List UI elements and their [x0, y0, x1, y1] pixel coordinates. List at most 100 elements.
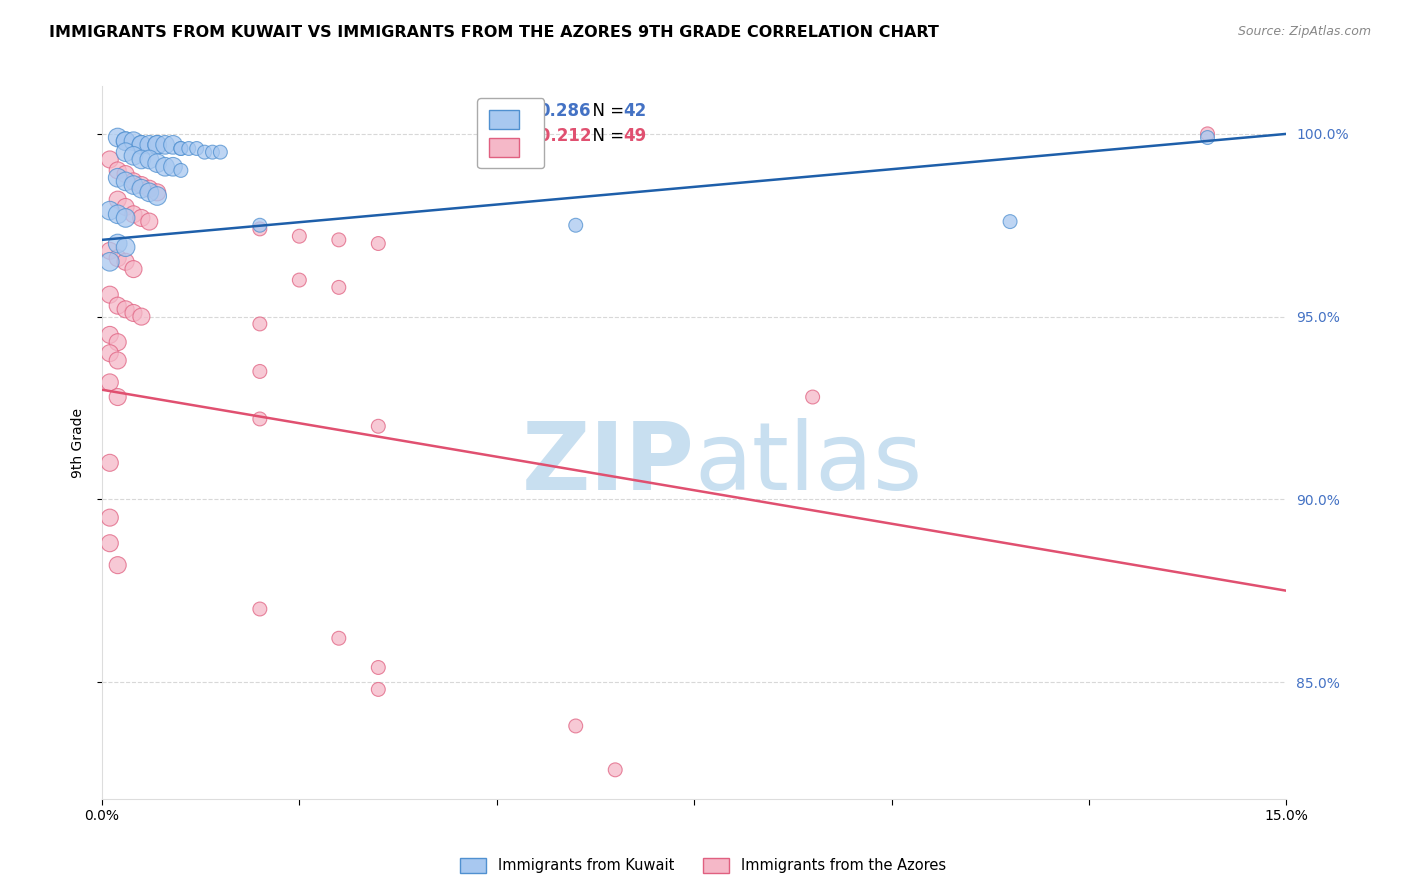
- Point: [170, 141, 193, 155]
- Point: [138, 153, 160, 167]
- Point: [1197, 127, 1219, 141]
- Point: [107, 163, 129, 178]
- Point: [162, 160, 184, 174]
- Point: [328, 233, 350, 247]
- Point: [288, 229, 311, 244]
- Point: [107, 130, 129, 145]
- Point: [146, 137, 169, 152]
- Point: [107, 207, 129, 221]
- Point: [249, 602, 271, 616]
- Point: [107, 335, 129, 350]
- Point: [98, 536, 121, 550]
- Text: Source: ZipAtlas.com: Source: ZipAtlas.com: [1237, 25, 1371, 38]
- Point: [328, 632, 350, 646]
- Legend: Immigrants from Kuwait, Immigrants from the Azores: Immigrants from Kuwait, Immigrants from …: [453, 850, 953, 880]
- Y-axis label: 9th Grade: 9th Grade: [72, 408, 86, 478]
- Point: [107, 390, 129, 404]
- Point: [114, 174, 136, 188]
- Point: [328, 280, 350, 294]
- Point: [998, 214, 1021, 228]
- Point: [114, 134, 136, 148]
- Point: [249, 412, 271, 426]
- Point: [122, 134, 145, 148]
- Point: [170, 163, 193, 178]
- Point: [107, 236, 129, 251]
- Point: [122, 262, 145, 277]
- Point: [201, 145, 224, 160]
- Point: [131, 137, 153, 152]
- Point: [122, 178, 145, 192]
- Point: [122, 207, 145, 221]
- Point: [153, 160, 176, 174]
- Text: ZIP: ZIP: [522, 418, 695, 510]
- Text: IMMIGRANTS FROM KUWAIT VS IMMIGRANTS FROM THE AZORES 9TH GRADE CORRELATION CHART: IMMIGRANTS FROM KUWAIT VS IMMIGRANTS FRO…: [49, 25, 939, 40]
- Point: [131, 178, 153, 192]
- Point: [249, 222, 271, 236]
- Point: [367, 660, 389, 674]
- Point: [114, 200, 136, 214]
- Text: N =: N =: [582, 128, 628, 145]
- Point: [367, 682, 389, 697]
- Point: [98, 203, 121, 218]
- Point: [801, 390, 824, 404]
- Point: [122, 174, 145, 188]
- Point: [138, 186, 160, 200]
- Point: [107, 299, 129, 313]
- Point: [162, 137, 184, 152]
- Point: [146, 186, 169, 200]
- Point: [114, 254, 136, 268]
- Point: [138, 214, 160, 228]
- Point: [146, 137, 169, 152]
- Point: [153, 137, 176, 152]
- Point: [138, 182, 160, 196]
- Point: [209, 145, 232, 160]
- Point: [131, 137, 153, 152]
- Point: [107, 558, 129, 573]
- Point: [186, 141, 208, 155]
- Point: [1197, 130, 1219, 145]
- Text: R =: R =: [499, 103, 540, 120]
- Point: [98, 510, 121, 524]
- Text: atlas: atlas: [695, 418, 922, 510]
- Point: [193, 145, 215, 160]
- Text: R =: R =: [499, 128, 534, 145]
- Point: [114, 302, 136, 317]
- Legend: , : ,: [478, 98, 544, 169]
- Point: [288, 273, 311, 287]
- Point: [114, 211, 136, 225]
- Point: [107, 353, 129, 368]
- Point: [131, 153, 153, 167]
- Point: [131, 182, 153, 196]
- Point: [98, 254, 121, 268]
- Point: [98, 456, 121, 470]
- Point: [249, 317, 271, 331]
- Point: [177, 141, 200, 155]
- Point: [249, 364, 271, 378]
- Point: [131, 211, 153, 225]
- Point: [114, 145, 136, 160]
- Point: [114, 240, 136, 254]
- Point: [98, 153, 121, 167]
- Point: [98, 244, 121, 258]
- Point: [605, 763, 627, 777]
- Point: [122, 149, 145, 163]
- Point: [114, 167, 136, 181]
- Text: 0.286: 0.286: [538, 103, 591, 120]
- Point: [107, 170, 129, 185]
- Point: [107, 251, 129, 265]
- Point: [170, 141, 193, 155]
- Point: [114, 134, 136, 148]
- Point: [98, 287, 121, 301]
- Point: [98, 327, 121, 342]
- Point: [367, 236, 389, 251]
- Text: 42: 42: [623, 103, 647, 120]
- Point: [146, 189, 169, 203]
- Point: [564, 219, 586, 233]
- Point: [146, 156, 169, 170]
- Text: 49: 49: [623, 128, 647, 145]
- Text: -0.212: -0.212: [531, 128, 592, 145]
- Point: [98, 376, 121, 390]
- Point: [138, 137, 160, 152]
- Point: [367, 419, 389, 434]
- Point: [122, 306, 145, 320]
